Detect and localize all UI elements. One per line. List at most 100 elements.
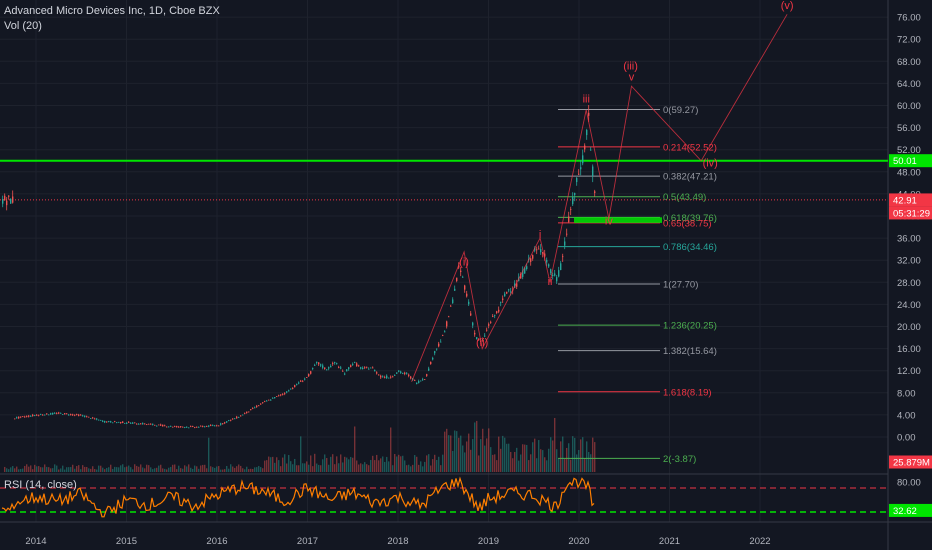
- candle-body: [526, 266, 528, 269]
- candle-body: [424, 379, 426, 381]
- candle-body: [374, 369, 376, 372]
- volume-bar: [40, 467, 42, 472]
- volume-bar: [224, 469, 226, 472]
- candle-body: [250, 409, 252, 411]
- candle-body: [348, 367, 350, 370]
- volume-bar: [200, 465, 202, 472]
- volume-bar: [492, 454, 494, 472]
- volume-bar: [242, 468, 244, 472]
- candle-body: [554, 273, 556, 276]
- volume-bar: [450, 435, 452, 472]
- candle-body: [62, 414, 64, 416]
- candle-body: [556, 277, 558, 282]
- candle-body: [256, 405, 258, 407]
- candle-body: [32, 414, 34, 416]
- volume-bar: [314, 453, 316, 472]
- candle-body: [44, 414, 46, 416]
- current-price-tag-bg: [889, 193, 932, 207]
- candle-body: [462, 276, 464, 278]
- candle-body: [262, 402, 264, 404]
- volume-bar: [176, 469, 178, 472]
- candle-body: [120, 421, 122, 424]
- volume-bar: [496, 460, 498, 472]
- volume-bar: [578, 450, 580, 472]
- volume-bar: [226, 465, 228, 472]
- candle-body: [184, 427, 186, 428]
- candle-body: [218, 425, 220, 427]
- candle-body: [588, 112, 590, 116]
- candle-body: [172, 426, 174, 428]
- candle-body: [312, 367, 314, 369]
- candle-body: [482, 339, 484, 341]
- volume-bar: [484, 445, 486, 472]
- volume-bar: [420, 461, 422, 472]
- candle-body: [78, 414, 80, 416]
- volume-bar: [406, 465, 408, 472]
- volume-bar: [192, 468, 194, 472]
- y-tick-label: 68.00: [897, 57, 921, 68]
- candle-body: [392, 376, 394, 378]
- volume-bar: [510, 451, 512, 472]
- candle-body: [486, 329, 488, 331]
- candle-body: [158, 424, 160, 426]
- fib-level-label: 0(59.27): [663, 105, 698, 116]
- volume-bar: [208, 437, 210, 472]
- volume-bar: [508, 443, 510, 472]
- candle-body: [364, 367, 366, 369]
- volume-bar: [156, 467, 158, 472]
- volume-bar: [286, 463, 288, 472]
- volume-bar: [12, 466, 14, 472]
- candle-body: [454, 288, 456, 291]
- volume-bar: [466, 441, 468, 472]
- volume-bar: [288, 454, 290, 472]
- candle-body: [146, 424, 148, 425]
- candle-body: [536, 249, 538, 251]
- candle-body: [224, 422, 226, 424]
- volume-bar: [348, 459, 350, 472]
- candle-body: [524, 267, 526, 274]
- wave-label: (v): [781, 0, 794, 12]
- candle-body: [154, 424, 156, 426]
- candle-body: [478, 339, 480, 341]
- volume-bar: [386, 456, 388, 472]
- x-tick-label: 2017: [297, 536, 318, 547]
- candle-body: [340, 367, 342, 369]
- candle-body: [188, 427, 190, 429]
- volume-bar: [22, 468, 24, 472]
- volume-bar: [160, 464, 162, 472]
- candle-body: [258, 405, 260, 407]
- candle-body: [580, 167, 582, 170]
- volume-bar: [238, 464, 240, 472]
- candle-body: [118, 421, 120, 423]
- volume-bar: [532, 442, 534, 472]
- candle-body: [372, 367, 374, 369]
- candle-body: [404, 372, 406, 374]
- volume-bar: [266, 460, 268, 472]
- candle-body: [464, 285, 466, 290]
- candle-body: [438, 343, 440, 347]
- candle-body: [246, 411, 248, 413]
- candle-body: [164, 425, 166, 427]
- volume-bar: [384, 461, 386, 472]
- volume-bar: [112, 468, 114, 472]
- candle-body: [110, 421, 112, 423]
- candle-body: [36, 414, 38, 416]
- volume-bar: [392, 465, 394, 472]
- volume-bar: [148, 465, 150, 472]
- candle-body: [276, 396, 278, 397]
- x-tick-label: 2022: [749, 536, 770, 547]
- candle-body: [510, 291, 512, 293]
- volume-bar: [376, 454, 378, 472]
- volume-tag: 25.879M: [893, 458, 930, 469]
- resistance-price-tag: 50.01: [893, 156, 917, 167]
- y-tick-label: 36.00: [897, 234, 921, 245]
- candle-body: [362, 367, 364, 370]
- volume-bar: [218, 466, 220, 472]
- candle-body: [134, 422, 136, 424]
- candle-body: [590, 149, 592, 151]
- y-tick-label: 16.00: [897, 344, 921, 355]
- candle-body: [288, 390, 290, 392]
- volume-bar: [274, 462, 276, 472]
- volume-bar: [320, 465, 322, 472]
